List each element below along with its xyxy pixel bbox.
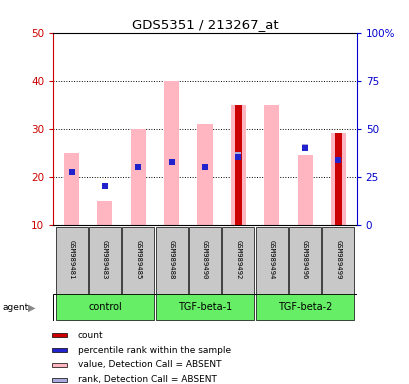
- Bar: [263, 105, 279, 225]
- Text: GSM989499: GSM989499: [335, 240, 341, 280]
- Text: GSM989492: GSM989492: [235, 240, 241, 280]
- Bar: [97, 201, 112, 225]
- Text: GSM989496: GSM989496: [301, 240, 307, 280]
- Bar: [288, 227, 320, 294]
- Bar: [155, 227, 187, 294]
- Text: TGF-beta-2: TGF-beta-2: [277, 302, 331, 312]
- Bar: [56, 294, 154, 320]
- Bar: [56, 227, 88, 294]
- Text: TGF-beta-1: TGF-beta-1: [178, 302, 231, 312]
- Text: GSM989490: GSM989490: [202, 240, 207, 280]
- Bar: [155, 294, 254, 320]
- Title: GDS5351 / 213267_at: GDS5351 / 213267_at: [131, 18, 278, 31]
- Bar: [321, 227, 353, 294]
- Bar: [197, 124, 212, 225]
- Text: percentile rank within the sample: percentile rank within the sample: [78, 346, 230, 354]
- Bar: [230, 105, 245, 225]
- Bar: [222, 227, 254, 294]
- Bar: [164, 81, 179, 225]
- Text: GSM989488: GSM989488: [168, 240, 174, 280]
- Bar: [52, 333, 67, 337]
- Bar: [89, 227, 121, 294]
- Bar: [255, 294, 353, 320]
- Text: GSM989483: GSM989483: [102, 240, 108, 280]
- Bar: [130, 129, 146, 225]
- Text: rank, Detection Call = ABSENT: rank, Detection Call = ABSENT: [78, 375, 216, 384]
- Bar: [64, 153, 79, 225]
- Bar: [52, 378, 67, 382]
- Bar: [297, 155, 312, 225]
- Text: GSM989494: GSM989494: [268, 240, 274, 280]
- Text: GSM989481: GSM989481: [68, 240, 74, 280]
- Text: ▶: ▶: [28, 303, 35, 313]
- Text: GSM989485: GSM989485: [135, 240, 141, 280]
- Bar: [52, 348, 67, 352]
- Bar: [122, 227, 154, 294]
- Bar: [52, 363, 67, 367]
- Text: count: count: [78, 331, 103, 340]
- Bar: [330, 134, 345, 225]
- Bar: [255, 227, 287, 294]
- Text: agent: agent: [2, 303, 28, 313]
- Bar: [234, 105, 241, 225]
- Text: value, Detection Call = ABSENT: value, Detection Call = ABSENT: [78, 361, 221, 369]
- Bar: [189, 227, 220, 294]
- Bar: [334, 134, 341, 225]
- Text: control: control: [88, 302, 121, 312]
